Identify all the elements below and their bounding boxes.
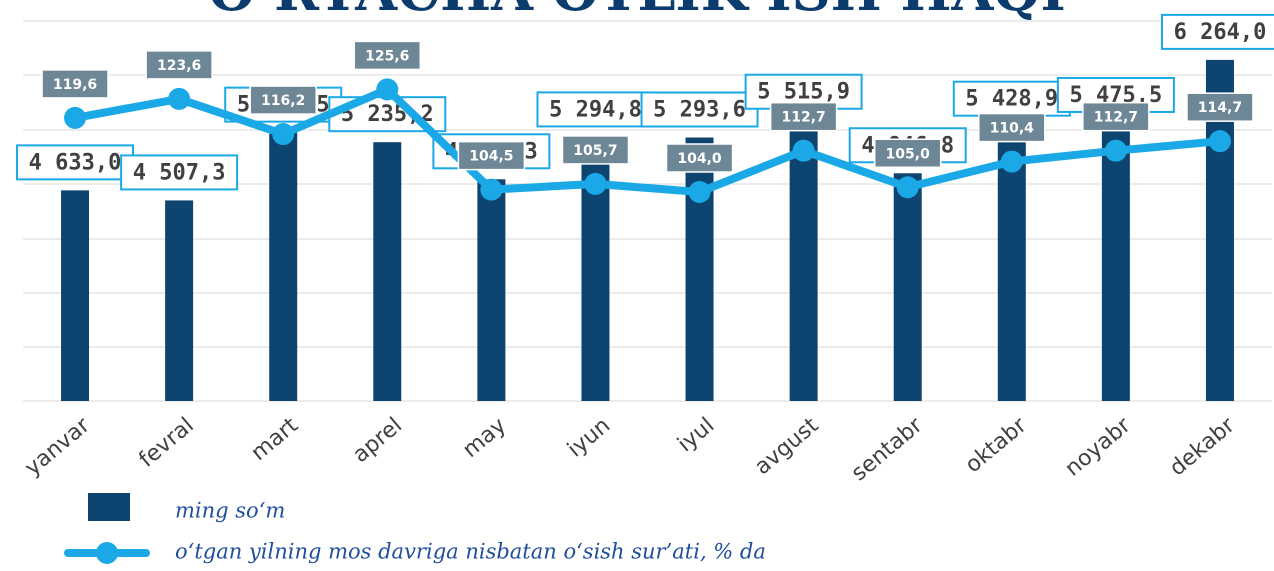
bar — [373, 142, 402, 401]
line-marker — [688, 181, 711, 203]
legend-swatch-bar — [88, 493, 130, 521]
chart-title: O‘RTACHA OYLIK ISH HAQI — [208, 0, 1065, 23]
data-label-box — [41, 69, 109, 99]
data-label: 112,7 — [1094, 110, 1138, 126]
bar — [685, 137, 714, 401]
x-tick-label: noyabr — [1061, 412, 1137, 481]
bar — [165, 200, 194, 401]
bar — [269, 132, 298, 401]
data-label: 5 515,9 — [757, 80, 850, 105]
x-tick-label: sentabr — [847, 412, 928, 486]
bar — [477, 179, 506, 401]
bar — [61, 190, 90, 401]
data-label-box — [145, 50, 213, 80]
data-label: 114,7 — [1198, 100, 1242, 116]
data-label: 4 633,0 — [29, 150, 122, 175]
line-marker — [168, 87, 191, 110]
data-label: 104,5 — [469, 149, 513, 165]
line-marker — [376, 78, 399, 101]
data-label-box — [249, 85, 317, 115]
line — [71, 85, 1224, 196]
data-label: 5 428,9 — [965, 87, 1058, 112]
legend-marker — [96, 542, 118, 564]
x-tick-label: aprel — [348, 413, 407, 468]
line-marker — [896, 176, 919, 199]
data-label: 110,4 — [990, 121, 1035, 137]
data-label-box — [978, 112, 1046, 143]
line-marker — [1208, 130, 1231, 153]
data-label: 4 507,3 — [133, 160, 226, 185]
data-label: 116,2 — [261, 93, 305, 109]
data-label-box — [873, 138, 942, 168]
line-marker — [792, 139, 815, 162]
x-tick-label: dekabr — [1165, 412, 1240, 481]
x-tick-label: mart — [247, 413, 304, 466]
bar — [789, 119, 818, 401]
bar — [1101, 122, 1130, 402]
data-label-box — [536, 91, 655, 128]
data-label: 123,6 — [157, 58, 201, 74]
line-marker — [480, 178, 503, 201]
data-label-box — [1186, 92, 1254, 122]
data-label: 119,6 — [53, 77, 97, 93]
data-label-box — [457, 140, 526, 171]
bar — [893, 173, 922, 401]
x-tick-label: oktabr — [961, 412, 1032, 478]
data-label: 5 294,8 — [549, 97, 642, 122]
data-label-box — [1082, 101, 1150, 132]
data-label: 112,7 — [781, 110, 825, 126]
plot: yanvar fevral mart aprel may iyun iyul avgust se… — [16, 13, 1274, 486]
data-label-box — [120, 154, 239, 191]
data-label: 105,0 — [886, 146, 931, 162]
line-marker — [1104, 139, 1127, 162]
x-tick-label: iyun — [563, 413, 615, 462]
line-marker — [272, 123, 295, 146]
x-tick-label: yanvar — [20, 412, 95, 481]
data-label: 105,7 — [573, 143, 617, 159]
line-marker — [584, 172, 607, 195]
data-label: 6 264,0 — [1174, 20, 1267, 45]
x-tick-label: iyul — [673, 413, 719, 457]
data-label: 104,0 — [677, 151, 722, 167]
legend-label: ming so‘m — [175, 499, 285, 523]
legend-label: o‘tgan yilning mos davriga nisbatan o‘si… — [175, 540, 766, 564]
data-label: 5 293,6 — [653, 98, 746, 123]
data-label-box — [561, 135, 630, 165]
x-tick-label: may — [458, 413, 511, 463]
line-marker — [1000, 150, 1023, 173]
data-label-box — [1160, 13, 1274, 50]
line-marker — [64, 106, 87, 129]
data-label: 125,6 — [365, 48, 409, 64]
data-label-box — [665, 143, 734, 173]
x-tick-label: avgust — [750, 413, 823, 480]
data-label-box — [353, 40, 422, 71]
data-label-box — [769, 101, 838, 132]
x-tick-label: fevral — [135, 413, 199, 473]
